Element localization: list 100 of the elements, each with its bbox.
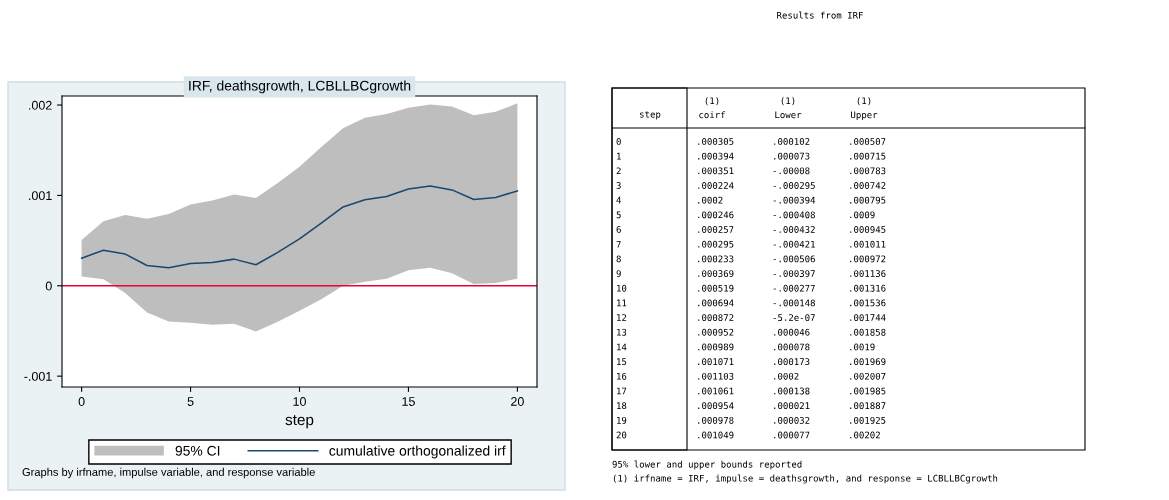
y-tick-label: .001	[29, 191, 52, 201]
data-label: -.000148	[773, 299, 815, 307]
data-label: .000972	[850, 255, 886, 263]
y-tick-label: 16	[617, 372, 627, 380]
data-label: .0002	[698, 196, 723, 204]
text: (1) irfname = IRF, impulse = deathsgrowth, and response = LCBLLBCgrowth	[613, 474, 998, 484]
data-label: .001071	[698, 358, 734, 366]
data-label: -.000408	[773, 211, 815, 219]
y-tick-label: 3	[616, 182, 621, 189]
y-tick-label: 0	[616, 138, 621, 145]
y-tick-label: 15	[617, 358, 627, 366]
data-label: .00202	[850, 431, 880, 439]
y-tick-label: -.001	[24, 371, 52, 381]
data-label: .001011	[850, 240, 886, 248]
x-tick-label: 20	[511, 397, 524, 406]
data-label: -5.2e-07	[773, 314, 815, 321]
data-label: .001744	[850, 314, 886, 321]
x-tick-label: Lower	[775, 111, 802, 119]
data-label: .000394	[698, 152, 734, 160]
data-label: .000989	[698, 343, 734, 351]
y-tick-label: 18	[617, 402, 627, 410]
data-label: .000978	[698, 416, 734, 424]
data-label: .000257	[698, 226, 734, 233]
data-label: .000173	[774, 358, 810, 366]
y-tick-label: 10	[617, 284, 627, 292]
text: (1)	[781, 97, 795, 106]
data-label: .000295	[698, 240, 734, 248]
x-axis-title: step	[285, 415, 314, 429]
data-label: -.00008	[773, 167, 810, 175]
x-tick-label: Upper	[851, 111, 878, 120]
chart-title: IRF, deathsgrowth, LCBLLBCgrowth	[189, 80, 411, 94]
data-label: .000046	[774, 328, 810, 336]
y-tick-label: .002	[29, 100, 52, 110]
data-label: -.000421	[773, 240, 815, 248]
y-tick-label: 0	[45, 281, 52, 291]
y-tick-label: 14	[617, 343, 627, 351]
data-label: .001049	[698, 431, 734, 439]
y-tick-label: 19	[617, 416, 627, 424]
data-label: .001136	[850, 270, 886, 277]
data-label: -.000277	[773, 284, 815, 292]
data-label: .001985	[850, 387, 886, 395]
data-label: -.000506	[773, 255, 815, 263]
y-tick-label: 7	[616, 240, 621, 248]
text: Graphs by irfname, impulse variable, and response variable	[22, 467, 315, 479]
y-tick-label: 13	[617, 328, 627, 336]
data-label: -.000432	[773, 226, 815, 233]
text: cumulative orthogonalized irf	[329, 445, 506, 459]
y-tick-label: 11	[617, 299, 627, 307]
data-label: .000073	[774, 152, 810, 160]
data-label: .000246	[698, 211, 734, 219]
y-tick-label: 6	[616, 226, 621, 233]
x-tick-label: 0	[78, 397, 85, 406]
data-label: .0002	[774, 372, 799, 380]
data-label: .000954	[698, 402, 734, 410]
x-tick-label: 15	[402, 397, 415, 406]
chart-title: Results from IRF	[777, 11, 863, 19]
text: 95% CI	[175, 445, 220, 456]
line-series	[80, 185, 519, 269]
data-label: -.000394	[773, 196, 816, 204]
text: (1)	[705, 97, 719, 106]
data-label: .000872	[698, 314, 734, 321]
text: 95% lower and upper bounds reported	[612, 460, 802, 470]
y-tick-label: 9	[616, 270, 621, 277]
y-tick-label: 2	[616, 167, 621, 175]
data-label: .000224	[698, 182, 734, 189]
data-label: -.000295	[773, 182, 815, 189]
data-label: .000952	[698, 328, 734, 336]
data-label: .000715	[850, 152, 886, 160]
data-label: .000742	[850, 182, 886, 189]
data-label: .001103	[698, 372, 734, 380]
data-label: .001536	[850, 299, 886, 307]
data-label: .0009	[850, 211, 875, 219]
data-label: .000077	[774, 431, 810, 439]
data-label: .000138	[774, 387, 810, 395]
data-label: .001925	[850, 416, 886, 424]
data-label: .000694	[698, 299, 734, 307]
y-tick-label: 1	[617, 152, 621, 160]
data-label: .000783	[850, 167, 886, 175]
y-axis-title: step	[640, 111, 661, 120]
data-label: .000351	[698, 167, 734, 175]
y-tick-label: 5	[616, 211, 621, 219]
data-label: .000305	[698, 138, 734, 145]
data-label: .000021	[774, 402, 810, 410]
data-label: .001061	[698, 387, 734, 395]
data-label: .000102	[774, 138, 810, 145]
data-label: .000032	[774, 416, 810, 424]
data-label: .001969	[850, 358, 886, 366]
data-label: .000519	[698, 284, 734, 292]
data-label: .0019	[850, 343, 875, 351]
data-label: .000795	[850, 196, 886, 204]
data-label: -.000397	[773, 270, 815, 277]
data-label: .000233	[698, 255, 734, 263]
y-tick-label: 20	[616, 431, 627, 439]
y-tick-label: 17	[617, 387, 627, 395]
y-tick-label: 8	[616, 255, 621, 263]
x-tick-label: coirf	[699, 111, 725, 119]
x-tick-label: 10	[293, 397, 306, 406]
data-label: .000507	[850, 138, 886, 145]
data-label: .001887	[850, 402, 886, 410]
data-label: .000369	[698, 270, 734, 277]
